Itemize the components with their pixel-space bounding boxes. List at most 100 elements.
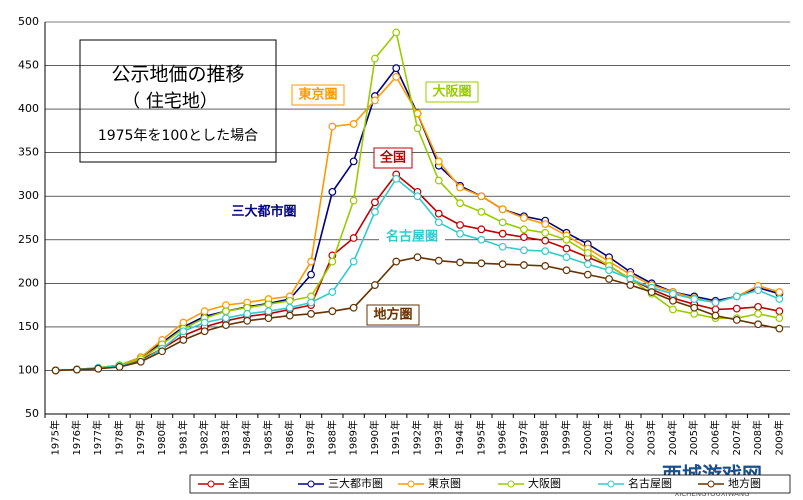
legend-marker (607, 480, 615, 488)
x-tick-label: 1979年 (134, 420, 147, 455)
watermark-sub: XICHENGYOUXIWANG (674, 490, 749, 498)
point (328, 307, 337, 316)
point (392, 257, 401, 266)
x-tick-label: 1992年 (411, 420, 424, 455)
point (349, 157, 358, 166)
point (371, 198, 379, 207)
point (371, 208, 379, 216)
point (775, 314, 784, 323)
point (264, 300, 273, 309)
point (477, 208, 486, 216)
point (434, 256, 443, 265)
point (434, 209, 443, 218)
y-tick-label: 150 (18, 320, 39, 333)
point (775, 324, 784, 333)
callout-box (291, 84, 345, 106)
point (200, 318, 209, 327)
point (285, 303, 294, 312)
point (477, 192, 486, 201)
x-tick-label: 1997年 (517, 420, 530, 455)
point (711, 311, 720, 320)
point (51, 366, 60, 375)
point (264, 307, 273, 316)
point (456, 229, 464, 238)
point (754, 309, 762, 318)
point (328, 122, 337, 131)
y-tick-label: 250 (18, 233, 39, 246)
point (73, 365, 81, 374)
point (94, 364, 103, 373)
legend-marker (307, 480, 315, 488)
x-tick-label: 1975年 (49, 420, 62, 455)
x-tick-label: 1986年 (283, 420, 296, 455)
legend-label: 名古屋圏 (628, 476, 672, 490)
point (115, 363, 124, 371)
point (562, 253, 571, 262)
point (371, 54, 379, 63)
chart-subtitle: （ 住宅地） (122, 91, 218, 112)
point (200, 307, 209, 316)
callout-box (373, 147, 413, 169)
point (349, 234, 358, 242)
point (285, 311, 294, 320)
point (222, 321, 230, 330)
legend-label: 三大都市圏 (328, 476, 383, 490)
x-tick-label: 1987年 (304, 420, 317, 455)
x-tick-label: 1981年 (176, 420, 189, 455)
legend-marker (707, 480, 715, 488)
x-tick-label: 1983年 (219, 420, 232, 455)
callout-label: 地方圏 (373, 307, 412, 323)
x-tick-label: 2002年 (623, 420, 636, 455)
x-tick-label: 2006年 (709, 420, 722, 455)
point (434, 218, 443, 227)
point (222, 307, 230, 316)
x-tick-label: 1978年 (113, 420, 126, 455)
x-tick-label: 2007年 (730, 420, 743, 455)
y-tick-label: 400 (18, 102, 39, 115)
x-tick-label: 1993年 (432, 420, 445, 455)
point (754, 302, 762, 311)
point (583, 248, 592, 257)
callout-box (425, 81, 479, 103)
point (520, 214, 528, 222)
legend-label: 地方圏 (728, 476, 761, 490)
point (349, 196, 358, 205)
point (732, 316, 741, 324)
legend-marker (507, 480, 515, 488)
point (520, 261, 528, 269)
point (477, 235, 486, 244)
point (669, 296, 677, 305)
point (498, 229, 507, 238)
point (328, 257, 337, 266)
y-tick-label: 500 (18, 15, 39, 28)
x-tick-label: 2004年 (666, 420, 679, 455)
chart-note: 1975年を100とした場合 (98, 128, 258, 144)
point (371, 281, 379, 289)
point (392, 174, 401, 183)
x-tick-label: 1988年 (325, 420, 338, 455)
point (392, 28, 401, 37)
legend-label: 東京圏 (428, 476, 461, 490)
point (307, 298, 315, 307)
point (307, 309, 315, 318)
point (732, 304, 741, 313)
y-tick-label: 200 (18, 276, 39, 289)
legend-box (189, 474, 791, 494)
point (413, 192, 422, 201)
point (179, 336, 188, 344)
point (434, 157, 443, 166)
x-tick-label: 1998年 (538, 420, 551, 455)
point (307, 257, 315, 266)
callout-box (379, 227, 445, 247)
point (307, 270, 315, 279)
x-tick-label: 1999年 (560, 420, 573, 455)
point (520, 246, 528, 255)
point (669, 289, 677, 298)
point (349, 257, 358, 266)
point (243, 316, 252, 325)
point (711, 298, 720, 307)
x-tick-label: 2009年 (772, 420, 785, 455)
legend-marker (407, 480, 415, 488)
legend-label: 全国 (228, 476, 250, 490)
